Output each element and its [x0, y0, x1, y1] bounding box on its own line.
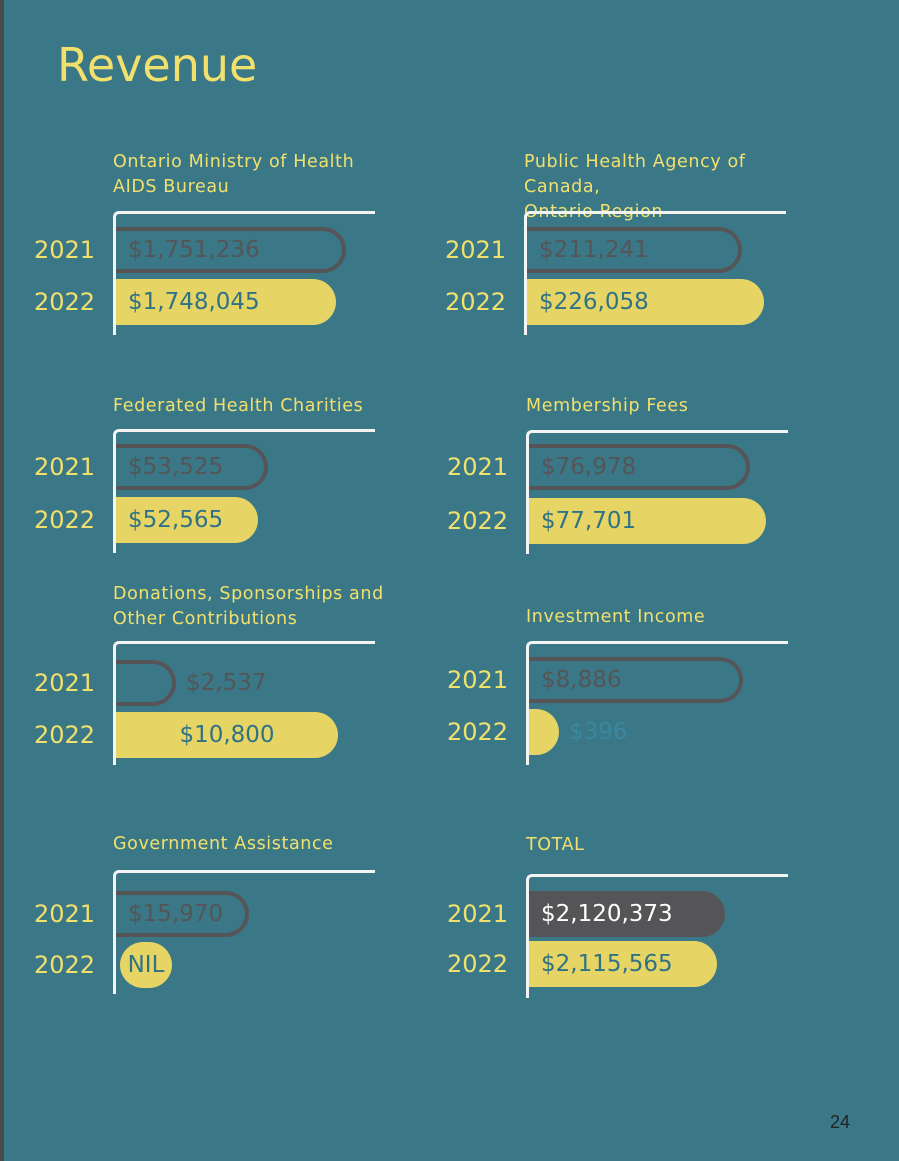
data-label: $1,748,045 — [128, 289, 260, 315]
chart-axis-bracket — [526, 430, 788, 554]
data-label: $53,525 — [128, 454, 224, 480]
data-label: $1,751,236 — [128, 237, 260, 263]
data-label: $226,058 — [539, 289, 649, 315]
page-title: Revenue — [57, 38, 258, 92]
year-label: 2022 — [445, 288, 507, 316]
revenue-chart-panel: Investment Income 2021 $8,886 2022 $396 — [413, 605, 788, 805]
year-label: 2022 — [34, 721, 96, 749]
bar-2021 — [116, 891, 249, 937]
chart-title: Federated Health Charities — [113, 396, 364, 416]
chart-title: Donations, Sponsorships and Other Contri… — [113, 584, 384, 629]
bar-2022 — [116, 279, 336, 325]
data-label: $15,970 — [128, 901, 224, 927]
chart-title: Membership Fees — [526, 396, 689, 416]
year-label: 2022 — [447, 950, 509, 978]
data-label: $10,800 — [179, 722, 275, 748]
bar-2021 — [116, 444, 268, 490]
year-label: 2021 — [445, 236, 507, 264]
year-label: 2022 — [34, 951, 96, 979]
page-number: 24 — [830, 1112, 851, 1132]
year-label: 2021 — [34, 453, 96, 481]
revenue-chart-panel: Federated Health Charities 2021 $53,525 202… — [0, 394, 375, 594]
data-label: $52,565 — [128, 507, 224, 533]
data-label: $396 — [569, 719, 628, 745]
data-label: $76,978 — [541, 454, 637, 480]
chart-axis-bracket — [113, 870, 375, 994]
revenue-chart-panel: TOTAL 2021 $2,120,373 2022 $2,115,565 — [413, 833, 788, 1033]
bar-2021 — [529, 444, 750, 490]
bar-2022 — [120, 942, 172, 988]
bar-2021 — [529, 657, 743, 703]
year-label: 2022 — [34, 288, 96, 316]
data-label: $2,115,565 — [541, 951, 673, 977]
data-label: $8,886 — [541, 667, 622, 693]
revenue-chart-panel: Donations, Sponsorships and Other Contri… — [0, 582, 383, 782]
year-label: 2021 — [447, 666, 509, 694]
chart-title: TOTAL — [526, 835, 585, 855]
chart-axis-bracket — [113, 641, 375, 765]
bar-2022 — [529, 941, 717, 987]
chart-axis-bracket — [526, 641, 788, 765]
year-label: 2021 — [447, 900, 509, 928]
chart-title: Investment Income — [526, 607, 706, 627]
bar-2022 — [529, 498, 766, 544]
data-label: NIL — [127, 952, 165, 978]
year-label: 2021 — [34, 669, 96, 697]
chart-title: Ontario Ministry of Health AIDS Bureau — [113, 152, 355, 197]
page-left-edge — [0, 0, 4, 1161]
data-label: $211,241 — [539, 237, 649, 263]
revenue-chart-panel: Ontario Ministry of Health AIDS Bureau 20… — [0, 150, 375, 350]
bar-2021 — [527, 227, 742, 273]
year-label: 2021 — [34, 900, 96, 928]
year-label: 2022 — [447, 718, 509, 746]
revenue-chart-panel: Public Health Agency of Canada, Ontario … — [411, 150, 786, 350]
bar-2022 — [116, 497, 258, 543]
chart-title: Government Assistance — [113, 834, 334, 854]
chart-axis-bracket — [524, 211, 786, 335]
year-label: 2022 — [447, 507, 509, 535]
data-label: $2,120,373 — [541, 901, 673, 927]
bar-2021 — [529, 891, 725, 937]
chart-axis-bracket — [526, 874, 788, 998]
data-label: $77,701 — [541, 508, 637, 534]
revenue-chart-panel: Membership Fees 2021 $76,978 2022 $77,701 — [413, 394, 788, 594]
bar-2022 — [116, 712, 338, 758]
year-label: 2021 — [34, 236, 96, 264]
chart-axis-bracket — [113, 429, 375, 553]
chart-axis-bracket — [113, 211, 375, 335]
year-label: 2021 — [447, 453, 509, 481]
revenue-chart-panel: Government Assistance 2021 $15,970 2022 NIL — [0, 832, 375, 1032]
bar-2021 — [116, 660, 176, 706]
year-label: 2022 — [34, 506, 96, 534]
bar-2021 — [116, 227, 346, 273]
data-label: $2,537 — [186, 670, 267, 696]
bar-2022 — [527, 279, 764, 325]
